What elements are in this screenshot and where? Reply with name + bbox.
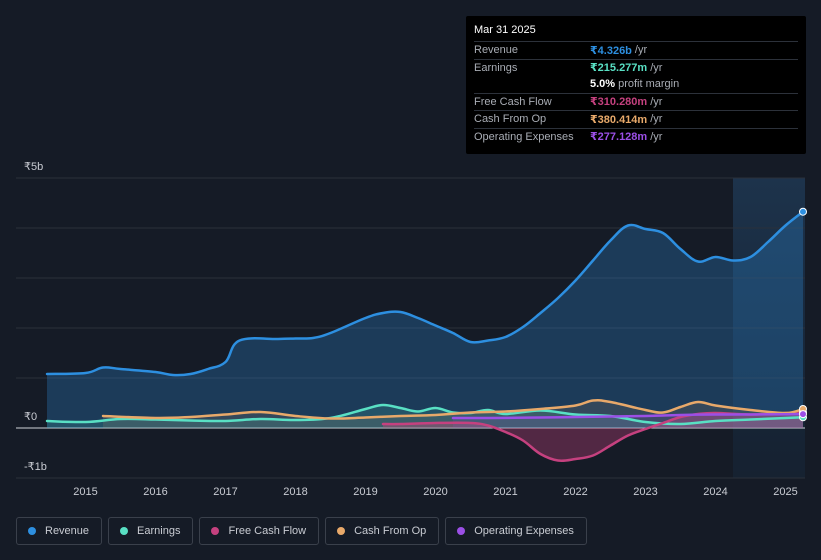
legend-item-revenue[interactable]: Revenue [16, 517, 103, 545]
legend: Revenue Earnings Free Cash Flow Cash Fro… [16, 517, 587, 545]
x-tick-label: 2022 [563, 486, 587, 498]
tooltip-date: Mar 31 2025 [474, 24, 536, 36]
grid [16, 177, 805, 479]
x-tick-label: 2024 [703, 486, 727, 498]
tooltip-row-revenue: Revenue ₹4.326b /yr [474, 41, 798, 59]
tooltip-value: 5.0% [590, 78, 616, 91]
legend-label: Operating Expenses [474, 525, 574, 537]
cash-from-op-dot-icon [337, 527, 346, 535]
legend-label: Revenue [45, 525, 90, 537]
free-cash-flow-area [383, 412, 803, 461]
x-tick-label: 2016 [143, 486, 167, 498]
tooltip-row-fcf: Free Cash Flow ₹310.280m /yr [474, 92, 798, 111]
end-markers [799, 207, 807, 422]
legend-item-cash-from-op[interactable]: Cash From Op [325, 517, 440, 545]
tooltip-unit: /yr [650, 130, 663, 143]
legend-label: Free Cash Flow [228, 525, 307, 537]
tooltip-value: ₹215.277m [590, 62, 648, 75]
y-tick-label: -₹1b [24, 461, 47, 473]
tooltip-unit: /yr [634, 44, 648, 57]
x-tick-label: 2018 [283, 486, 307, 498]
tooltip-unit: /yr [650, 61, 663, 74]
tooltip-unit: profit margin [618, 78, 680, 91]
operating-expenses-end-marker [799, 410, 807, 419]
chart-area: ₹5b₹0-₹1b 2015 2016 2017 2018 2019 2020 2021 20… [16, 161, 807, 498]
revenue-area [47, 211, 803, 428]
tooltip-label: Free Cash Flow [474, 95, 552, 108]
earnings-dot-icon [120, 527, 129, 535]
x-tick-label: 2025 [773, 486, 797, 498]
free-cash-flow-dot-icon [211, 527, 220, 535]
tooltip-label: Cash From Op [474, 113, 547, 126]
tooltip-value: ₹380.414m [590, 113, 648, 126]
y-tick-label: ₹0 [24, 411, 37, 423]
tooltip-row-margin: 5.0% profit margin [474, 76, 798, 93]
operating-expenses-dot-icon [457, 527, 466, 535]
y-tick-label: ₹5b [24, 161, 43, 173]
tooltip-panel: Mar 31 2025 Revenue ₹4.326b /yr Earnings… [466, 16, 806, 154]
free-cash-flow-line [381, 411, 805, 463]
tooltip-value: ₹310.280m [590, 96, 648, 109]
tooltip-unit: /yr [650, 113, 663, 126]
x-tick-label: 2021 [493, 486, 517, 498]
legend-label: Cash From Op [354, 525, 427, 537]
x-tick-label: 2020 [423, 486, 447, 498]
tooltip-label: Operating Expenses [474, 130, 574, 143]
series-lines [45, 210, 805, 463]
x-tick-label: 2015 [73, 486, 97, 498]
y-axis: ₹5b ₹0 -₹1b [24, 161, 47, 473]
operating-expenses-line [451, 412, 805, 420]
legend-label: Earnings [137, 525, 181, 537]
x-tick-label: 2017 [213, 486, 237, 498]
tooltip-label: Earnings [474, 61, 518, 74]
revenue-line [45, 210, 805, 377]
tooltip-row-opex: Operating Expenses ₹277.128m /yr [474, 127, 798, 146]
legend-item-free-cash-flow[interactable]: Free Cash Flow [199, 517, 320, 545]
revenue-end-marker [799, 207, 807, 216]
tooltip-value: ₹277.128m [590, 131, 648, 144]
tooltip-row-cfo: Cash From Op ₹380.414m /yr [474, 110, 798, 128]
x-axis: 2015 2016 2017 2018 2019 2020 2021 2022 2023 2024… [73, 486, 797, 498]
revenue-dot-icon [28, 527, 36, 535]
tooltip-row-earnings: Earnings ₹215.277m /yr [474, 58, 798, 77]
legend-item-operating-expenses[interactable]: Operating Expenses [445, 517, 587, 545]
earnings-line [45, 403, 805, 426]
tooltip-value: ₹4.326b [590, 44, 632, 57]
legend-item-earnings[interactable]: Earnings [108, 517, 194, 545]
cash-from-op-line [101, 398, 805, 420]
tooltip-unit: /yr [650, 95, 663, 108]
x-tick-label: 2019 [353, 486, 377, 498]
x-tick-label: 2023 [633, 486, 657, 498]
tooltip-label: Revenue [474, 44, 519, 57]
